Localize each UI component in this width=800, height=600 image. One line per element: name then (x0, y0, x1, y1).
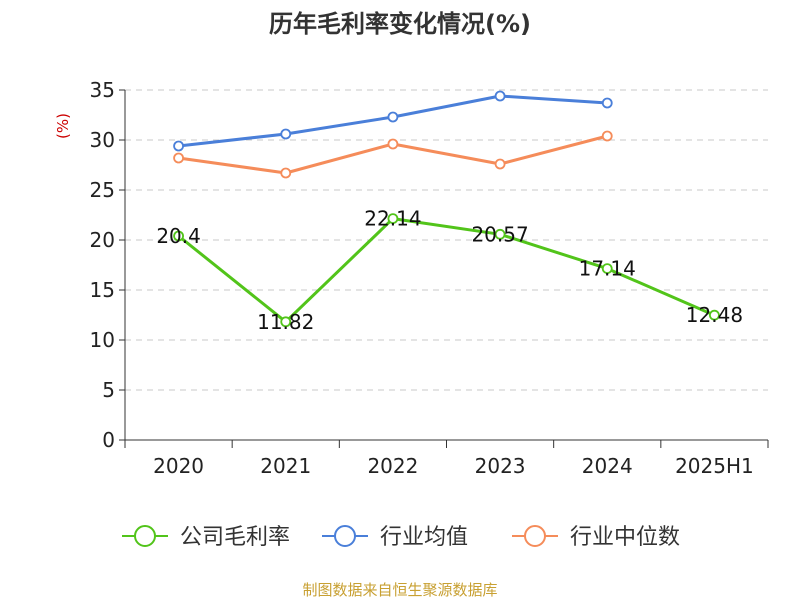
data-point (173, 230, 184, 242)
y-tick-label: 5 (102, 378, 115, 402)
legend-marker (334, 525, 356, 547)
y-tick-label: 25 (90, 178, 115, 202)
data-label: 11.82 (257, 310, 314, 334)
series-layer (173, 90, 720, 328)
x-tick-label: 2022 (367, 454, 418, 478)
data-point (280, 128, 292, 140)
data-point (280, 316, 292, 328)
axes: 0 5 10 15 20 25 30 35 2020 2021 2022 2023 2024 2025H1 (90, 78, 769, 478)
y-tick-label: 30 (90, 128, 115, 152)
x-tick-label: 2020 (153, 454, 204, 478)
source-note: 制图数据来自恒生聚源数据库 (302, 581, 497, 599)
legend-marker (524, 525, 546, 547)
y-axis-label: (%) (54, 113, 72, 139)
legend: 公司毛利率 行业均值 行业中位数 (122, 525, 680, 550)
data-label: 12.48 (686, 303, 743, 327)
data-label: 20.4 (156, 224, 201, 248)
data-point (173, 152, 184, 164)
data-point (387, 111, 399, 123)
x-tick-label: 2021 (260, 454, 311, 478)
data-point (601, 97, 613, 109)
data-point (280, 167, 292, 179)
data-point (173, 140, 184, 152)
data-label: 22.14 (364, 207, 421, 231)
data-labels: 20.4 11.82 22.14 20.57 17.14 12.48 (156, 207, 743, 334)
x-tick-label: 2023 (475, 454, 526, 478)
y-tick-label: 10 (90, 328, 115, 352)
data-label: 20.57 (471, 222, 528, 246)
legend-marker (134, 525, 156, 547)
data-point (601, 130, 613, 142)
y-tick-label: 0 (102, 428, 115, 452)
data-point (387, 138, 399, 150)
chart-title: 历年毛利率变化情况(%) (269, 10, 531, 38)
data-point (601, 263, 613, 275)
legend-label: 行业均值 (380, 525, 468, 550)
data-point (494, 90, 506, 102)
data-point (709, 309, 720, 321)
legend-label: 行业中位数 (570, 525, 680, 550)
y-tick-label: 15 (90, 278, 115, 302)
series-line-0 (177, 217, 716, 324)
gridlines (125, 89, 768, 391)
x-tick-label: 2025H1 (675, 454, 754, 478)
data-point (494, 228, 506, 240)
y-tick-label: 20 (90, 228, 115, 252)
data-point (494, 158, 506, 170)
y-tick-label: 35 (90, 78, 115, 102)
data-label: 17.14 (579, 257, 636, 281)
x-tick-label: 2024 (582, 454, 633, 478)
data-point (387, 213, 399, 225)
legend-label: 公司毛利率 (180, 525, 290, 550)
